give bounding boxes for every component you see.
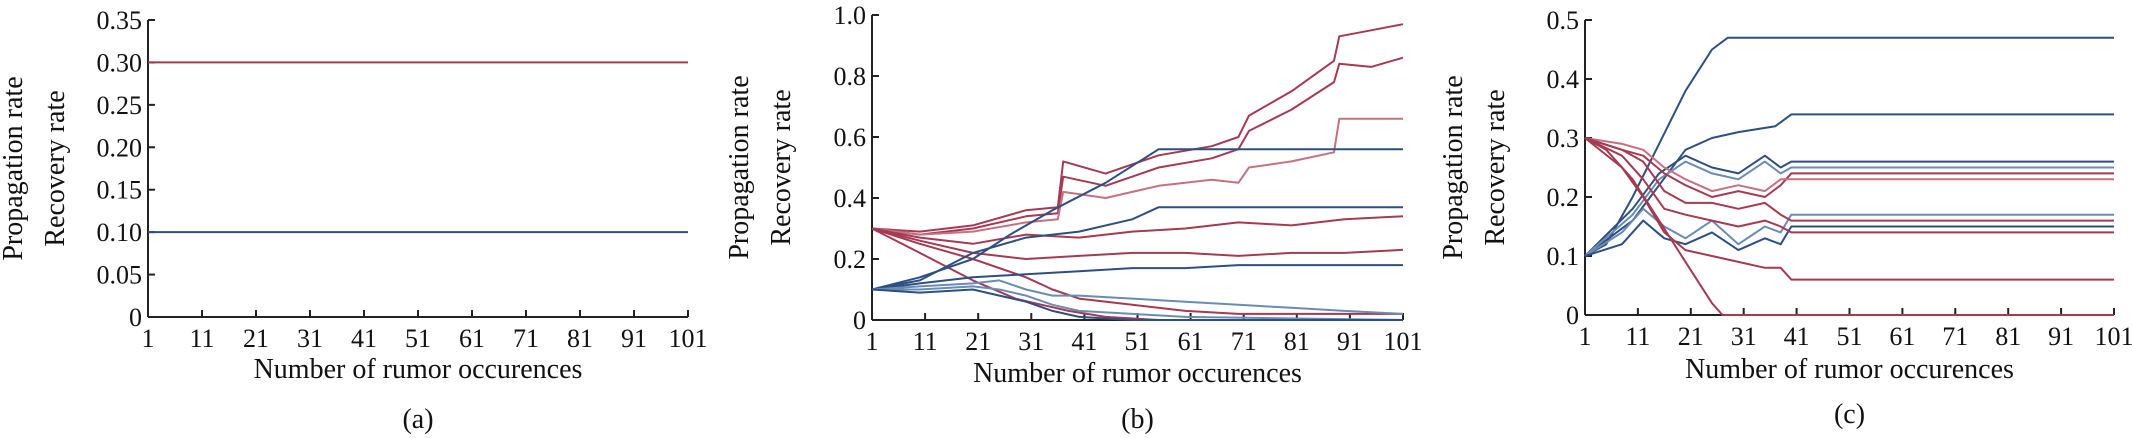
x-tick-label: 91 <box>621 324 647 353</box>
y-axis-label: Recovery rate <box>40 90 71 246</box>
series-line-7 <box>1584 137 2114 198</box>
series-line-3 <box>1584 154 2114 257</box>
x-tick-label: 21 <box>965 327 991 356</box>
x-tick-label: 61 <box>1889 322 1915 351</box>
series-line-6 <box>1584 219 2114 257</box>
panel-label: (b) <box>1121 404 1154 435</box>
x-tick-label: 1 <box>866 327 879 356</box>
x-axis-label: Number of rumor occurences <box>254 354 583 385</box>
x-tick-label: 101 <box>1384 327 1423 356</box>
x-tick-label: 61 <box>459 324 485 353</box>
panel-label: (a) <box>402 404 433 435</box>
y-axis-label: Propagation rate <box>1438 75 1469 259</box>
series-line-1 <box>871 23 1404 233</box>
series-line-11 <box>1584 137 2114 281</box>
x-tick-label: 11 <box>1625 322 1650 351</box>
y-axis-label: Recovery rate <box>1480 89 1511 245</box>
series-line-8 <box>871 148 1403 291</box>
y-tick-label: 0 <box>1566 301 1579 330</box>
series-line-3 <box>871 117 1403 236</box>
series-line-4 <box>871 215 1404 245</box>
series-line-9 <box>871 206 1403 291</box>
y-tick-label: 0.2 <box>834 245 867 274</box>
series-line-9 <box>1584 137 2114 222</box>
x-tick-label: 21 <box>1678 322 1704 351</box>
y-tick-label: 0.1 <box>1547 242 1580 271</box>
x-tick-label: 101 <box>2095 322 2132 351</box>
x-tick-label: 81 <box>1284 327 1310 356</box>
y-tick-label: 0.30 <box>97 48 143 77</box>
y-tick-label: 0.4 <box>1547 65 1580 94</box>
series-line-11 <box>871 279 1404 315</box>
y-axis-label: Propagation rate <box>0 76 29 260</box>
y-tick-label: 0.4 <box>834 184 867 213</box>
x-tick-label: 41 <box>351 324 377 353</box>
x-tick-label: 41 <box>1071 327 1097 356</box>
series-line-5 <box>871 227 1404 260</box>
chart-panel-a: 1 11 21 31 41 51 61 71 81 91 10100.050.100.150.200… <box>0 6 708 435</box>
panel-label: (c) <box>1834 399 1865 430</box>
x-tick-label: 11 <box>189 324 214 353</box>
x-tick-label: 51 <box>1837 322 1863 351</box>
x-tick-label: 51 <box>405 324 431 353</box>
series-line-10 <box>871 264 1403 291</box>
series-line-10 <box>1584 137 2114 234</box>
x-tick-label: 91 <box>1337 327 1363 356</box>
y-tick-label: 0 <box>129 303 142 332</box>
x-tick-label: 81 <box>567 324 593 353</box>
y-tick-label: 0.15 <box>97 176 143 205</box>
series-line-2 <box>871 56 1404 236</box>
x-tick-label: 1 <box>1579 322 1592 351</box>
x-axis-label: Number of rumor occurences <box>1685 354 2014 385</box>
y-tick-label: 1.0 <box>834 1 867 30</box>
x-tick-label: 71 <box>513 324 539 353</box>
x-tick-label: 91 <box>2048 322 2074 351</box>
y-tick-label: 0.25 <box>97 91 143 120</box>
y-tick-label: 0.35 <box>97 6 143 35</box>
x-tick-label: 61 <box>1178 327 1204 356</box>
series-line-2 <box>1584 113 2114 257</box>
y-tick-label: 0.2 <box>1547 183 1580 212</box>
x-tick-label: 41 <box>1784 322 1810 351</box>
chart-panel-c: 1 11 21 31 41 51 61 71 81 91 10100.10.20.30.40.5Pr… <box>1438 6 2132 430</box>
x-tick-label: 21 <box>243 324 269 353</box>
y-tick-label: 0.8 <box>834 62 867 91</box>
chart-panel-b: 1 11 21 31 41 51 61 71 81 91 10100.20.40.60.81.0Pr… <box>724 1 1423 435</box>
y-tick-label: 0.10 <box>97 218 143 247</box>
y-axis-label: Recovery rate <box>766 89 797 245</box>
x-tick-label: 101 <box>669 324 708 353</box>
y-tick-label: 0.05 <box>97 261 143 290</box>
x-tick-label: 31 <box>1731 322 1757 351</box>
series-line-4 <box>1584 160 2114 257</box>
y-tick-label: 0.3 <box>1547 124 1580 153</box>
x-tick-label: 1 <box>142 324 155 353</box>
series-line-12 <box>872 285 1404 321</box>
series-line-12 <box>1584 137 2114 316</box>
y-axis-label: Propagation rate <box>724 75 755 259</box>
x-tick-label: 81 <box>1995 322 2021 351</box>
series-line-13 <box>871 288 1403 321</box>
y-tick-label: 0.5 <box>1547 6 1580 35</box>
x-tick-label: 71 <box>1942 322 1968 351</box>
x-tick-label: 31 <box>1018 327 1044 356</box>
x-tick-label: 11 <box>913 327 938 356</box>
series-line-1 <box>1584 36 2114 257</box>
x-tick-label: 31 <box>297 324 323 353</box>
series-line-8 <box>1584 137 2114 193</box>
y-tick-label: 0 <box>853 306 866 335</box>
y-tick-label: 0.20 <box>97 133 143 162</box>
y-tick-label: 0.6 <box>834 123 867 152</box>
x-axis-label: Number of rumor occurences <box>973 358 1302 389</box>
x-tick-label: 71 <box>1231 327 1257 356</box>
x-tick-label: 51 <box>1125 327 1151 356</box>
